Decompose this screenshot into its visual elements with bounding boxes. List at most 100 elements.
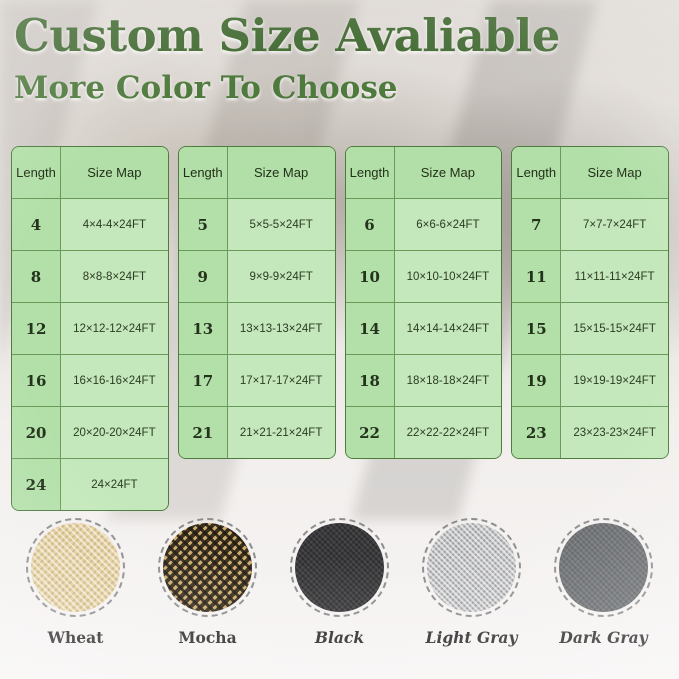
swatch-circle[interactable] bbox=[26, 518, 125, 617]
cell-size-map: 22×22-22×24FT bbox=[394, 407, 502, 458]
table-row: 15 15×15-15×24FT bbox=[512, 303, 668, 355]
swatch-label: Mocha bbox=[178, 628, 237, 647]
swatch-label: Wheat bbox=[47, 628, 104, 647]
color-swatch[interactable]: Light Gray bbox=[410, 518, 533, 647]
table-row: 22 22×22-22×24FT bbox=[345, 407, 502, 458]
swatch-circle[interactable] bbox=[422, 518, 521, 617]
cell-size-map: 20×20-20×24FT bbox=[61, 407, 168, 458]
cell-size-map: 19×19-19×24FT bbox=[561, 355, 668, 406]
color-swatch[interactable]: Mocha bbox=[146, 518, 269, 647]
swatch-texture bbox=[559, 523, 648, 612]
cell-length: 9 bbox=[178, 251, 228, 302]
cell-size-map: 24×24FT bbox=[61, 459, 168, 510]
cell-size-map: 9×9-9×24FT bbox=[227, 251, 335, 302]
cell-length: 12 bbox=[12, 303, 61, 354]
table-header-row: Length Size Map bbox=[345, 147, 502, 199]
cell-length: 15 bbox=[512, 303, 562, 354]
table-row: 7 7×7-7×24FT bbox=[512, 199, 668, 251]
cell-size-map: 17×17-17×24FT bbox=[227, 355, 335, 406]
swatch-texture bbox=[427, 523, 516, 612]
header-cell-size-map: Size Map bbox=[561, 147, 668, 198]
cell-length: 13 bbox=[178, 303, 228, 354]
cell-size-map: 4×4-4×24FT bbox=[61, 199, 168, 250]
table-row: 20 20×20-20×24FT bbox=[12, 407, 168, 459]
table-row: 10 10×10-10×24FT bbox=[345, 251, 502, 303]
table-row: 24 24×24FT bbox=[12, 459, 168, 510]
table-row: 4 4×4-4×24FT bbox=[12, 199, 168, 251]
header-cell-length: Length bbox=[12, 147, 61, 198]
swatch-circle[interactable] bbox=[158, 518, 257, 617]
table-row: 12 12×12-12×24FT bbox=[12, 303, 168, 355]
header-cell-length: Length bbox=[512, 147, 562, 198]
cell-length: 5 bbox=[178, 199, 228, 250]
cell-length: 23 bbox=[512, 407, 562, 458]
cell-length: 11 bbox=[512, 251, 562, 302]
table-row: 5 5×5-5×24FT bbox=[178, 199, 335, 251]
header-cell-size-map: Size Map bbox=[227, 147, 335, 198]
cell-length: 7 bbox=[512, 199, 562, 250]
cell-length: 8 bbox=[12, 251, 61, 302]
swatch-texture bbox=[295, 523, 384, 612]
cell-length: 10 bbox=[345, 251, 395, 302]
table-row: 17 17×17-17×24FT bbox=[178, 355, 335, 407]
swatch-label: Light Gray bbox=[425, 628, 518, 647]
cell-size-map: 5×5-5×24FT bbox=[227, 199, 335, 250]
size-table: Length Size Map 7 7×7-7×24FT 11 11×11-11×24FT… bbox=[511, 146, 669, 459]
table-row: 8 8×8-8×24FT bbox=[12, 251, 168, 303]
size-table: Length Size Map 4 4×4-4×24FT 8 8×8-8×24FT 12 12… bbox=[11, 146, 169, 511]
cell-size-map: 23×23-23×24FT bbox=[561, 407, 668, 458]
swatch-texture bbox=[163, 523, 252, 612]
cell-length: 19 bbox=[512, 355, 562, 406]
swatch-label: Dark Gray bbox=[559, 628, 648, 647]
cell-length: 4 bbox=[12, 199, 61, 250]
header-cell-length: Length bbox=[345, 147, 395, 198]
table-row: 13 13×13-13×24FT bbox=[178, 303, 335, 355]
table-row: 23 23×23-23×24FT bbox=[512, 407, 668, 458]
cell-length: 16 bbox=[12, 355, 61, 406]
cell-size-map: 18×18-18×24FT bbox=[394, 355, 502, 406]
size-table: Length Size Map 6 6×6-6×24FT 10 10×10-10×24FT… bbox=[344, 146, 503, 459]
size-table: Length Size Map 5 5×5-5×24FT 9 9×9-9×24FT 13 13… bbox=[177, 146, 336, 459]
header-cell-size-map: Size Map bbox=[394, 147, 502, 198]
color-swatches: Wheat Mocha Black Light Gray Dark Gray bbox=[0, 518, 679, 647]
cell-length: 18 bbox=[345, 355, 395, 406]
swatch-circle[interactable] bbox=[554, 518, 653, 617]
header-cell-size-map: Size Map bbox=[61, 147, 168, 198]
color-swatch[interactable]: Dark Gray bbox=[542, 518, 665, 647]
cell-size-map: 10×10-10×24FT bbox=[394, 251, 502, 302]
table-row: 19 19×19-19×24FT bbox=[512, 355, 668, 407]
swatch-circle[interactable] bbox=[290, 518, 389, 617]
cell-size-map: 16×16-16×24FT bbox=[61, 355, 168, 406]
table-row: 18 18×18-18×24FT bbox=[345, 355, 502, 407]
cell-size-map: 13×13-13×24FT bbox=[227, 303, 335, 354]
size-tables: Length Size Map 4 4×4-4×24FT 8 8×8-8×24FT 12 12… bbox=[11, 146, 669, 511]
cell-size-map: 8×8-8×24FT bbox=[61, 251, 168, 302]
table-row: 21 21×21-21×24FT bbox=[178, 407, 335, 458]
cell-size-map: 21×21-21×24FT bbox=[227, 407, 335, 458]
cell-length: 24 bbox=[12, 459, 61, 510]
cell-length: 22 bbox=[345, 407, 395, 458]
cell-length: 14 bbox=[345, 303, 395, 354]
cell-length: 21 bbox=[178, 407, 228, 458]
cell-size-map: 7×7-7×24FT bbox=[561, 199, 668, 250]
table-header-row: Length Size Map bbox=[12, 147, 168, 199]
table-header-row: Length Size Map bbox=[512, 147, 668, 199]
table-row: 11 11×11-11×24FT bbox=[512, 251, 668, 303]
cell-size-map: 11×11-11×24FT bbox=[561, 251, 668, 302]
cell-size-map: 15×15-15×24FT bbox=[561, 303, 668, 354]
table-row: 9 9×9-9×24FT bbox=[178, 251, 335, 303]
cell-length: 6 bbox=[345, 199, 395, 250]
table-row: 16 16×16-16×24FT bbox=[12, 355, 168, 407]
cell-size-map: 6×6-6×24FT bbox=[394, 199, 502, 250]
cell-length: 17 bbox=[178, 355, 228, 406]
color-swatch[interactable]: Black bbox=[278, 518, 401, 647]
cell-size-map: 14×14-14×24FT bbox=[394, 303, 502, 354]
header-cell-length: Length bbox=[178, 147, 228, 198]
cell-size-map: 12×12-12×24FT bbox=[61, 303, 168, 354]
table-header-row: Length Size Map bbox=[178, 147, 335, 199]
headings-block: Custom Size Avaliable More Color To Choo… bbox=[14, 10, 674, 108]
color-swatch[interactable]: Wheat bbox=[14, 518, 137, 647]
table-row: 14 14×14-14×24FT bbox=[345, 303, 502, 355]
page-title: Custom Size Avaliable bbox=[14, 9, 560, 62]
swatch-texture bbox=[31, 523, 120, 612]
